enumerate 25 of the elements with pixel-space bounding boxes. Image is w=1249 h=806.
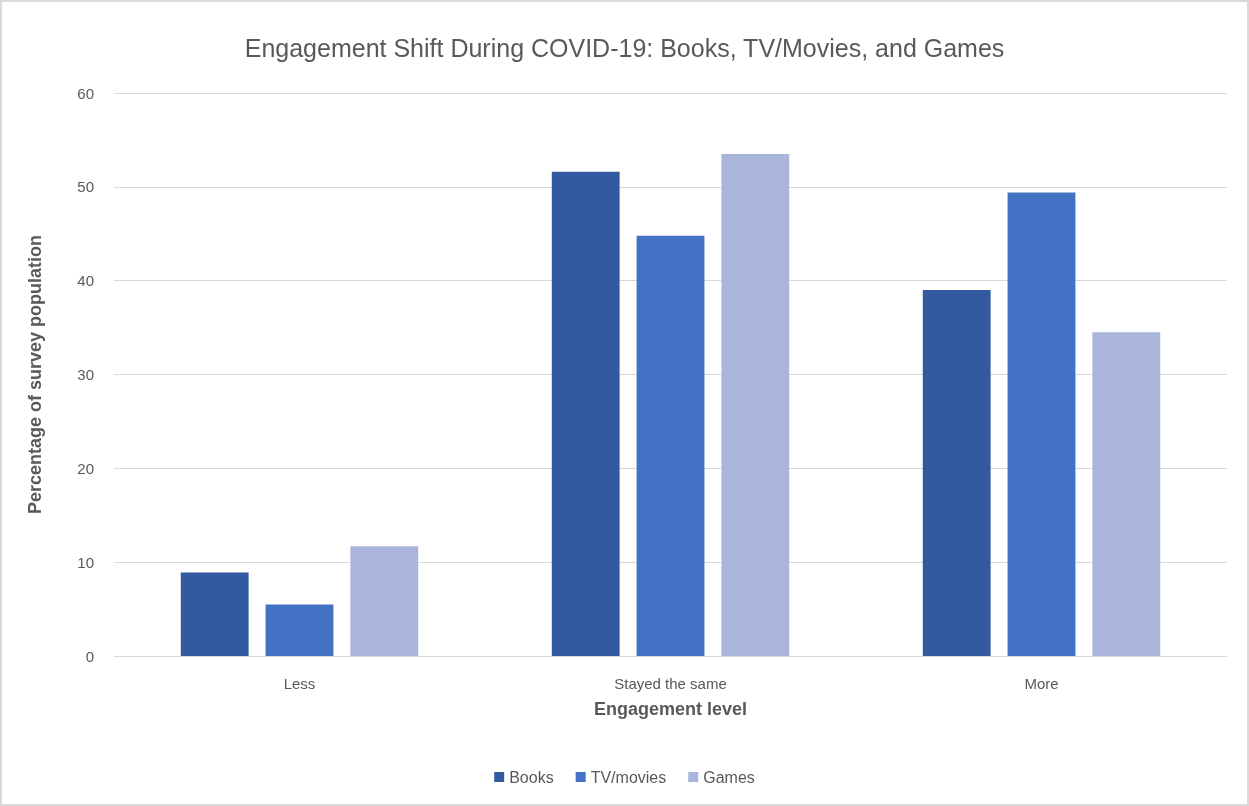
x-tick-label: Less (283, 675, 316, 692)
bar (1007, 192, 1076, 656)
bar (350, 546, 419, 656)
bar (551, 171, 620, 656)
y-axis-title: Percentage of survey population (25, 234, 45, 515)
bar (922, 290, 991, 656)
bar (1092, 332, 1161, 656)
bar (721, 153, 790, 656)
y-tick-label: 50 (77, 178, 94, 196)
y-tick-label: 40 (77, 272, 94, 290)
legend-label: Games (703, 768, 755, 786)
y-tick-label: 20 (77, 459, 94, 477)
legend-label: Books (509, 768, 554, 786)
chart-title: Engagement Shift During COVID-19: Books, TV/Movies, and Games (244, 33, 1005, 62)
bar (265, 604, 334, 656)
x-tick-label: Stayed the same (614, 675, 727, 692)
bar (636, 235, 705, 656)
legend-label: TV/movies (590, 768, 667, 786)
y-tick-label: 30 (77, 366, 94, 383)
x-tick-label: More (1024, 675, 1059, 692)
y-tick-label: 10 (77, 553, 94, 571)
bar (180, 572, 249, 656)
y-tick-label: 0 (85, 647, 94, 665)
y-tick-label: 60 (77, 84, 94, 102)
x-axis-title: Engagement level (593, 699, 748, 719)
